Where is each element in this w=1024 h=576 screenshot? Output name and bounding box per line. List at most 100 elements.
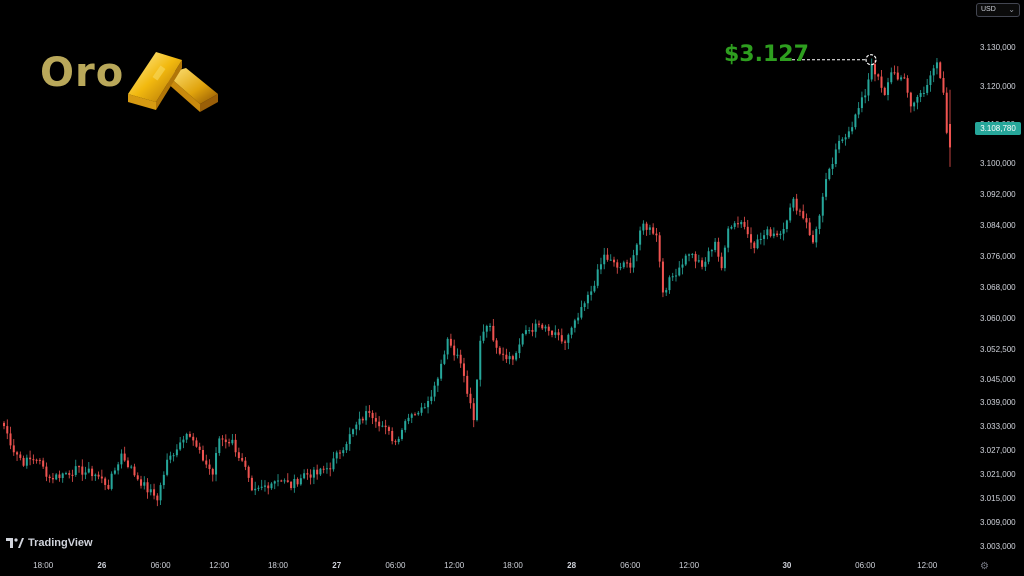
candle — [707, 251, 710, 262]
candle — [932, 68, 935, 76]
y-tick-label: 3.120,000 — [980, 82, 1016, 91]
price-axis[interactable]: 3.130,0003.120,0003.110,0003.100,0003.09… — [980, 43, 1016, 551]
candle — [531, 330, 534, 332]
candle — [100, 476, 103, 479]
y-tick-label: 3.045,000 — [980, 375, 1016, 384]
candle — [877, 74, 880, 77]
y-tick-label: 3.039,000 — [980, 398, 1016, 407]
candle — [691, 253, 694, 255]
candle — [753, 242, 756, 249]
candle — [22, 457, 25, 466]
time-axis[interactable]: 18:00 26 06:00 12:00 18:00 27 06:00 12:00 18:00 2… — [33, 561, 938, 570]
candle — [515, 353, 518, 360]
candle — [378, 421, 381, 427]
candle — [776, 233, 779, 236]
candle — [466, 375, 469, 394]
candle — [785, 220, 788, 229]
candle — [237, 452, 240, 459]
candle — [162, 474, 165, 486]
candle — [296, 478, 299, 485]
candle — [440, 363, 443, 379]
candle — [61, 473, 64, 479]
candle — [674, 275, 677, 277]
candle — [84, 472, 87, 475]
candle — [645, 223, 648, 230]
candle — [821, 196, 824, 216]
candle — [283, 480, 286, 482]
candle — [250, 477, 253, 491]
candle — [146, 482, 149, 493]
x-tick-label: 18:00 — [33, 561, 54, 570]
candle — [51, 478, 54, 480]
x-tick-label: 06:00 — [385, 561, 406, 570]
candle — [87, 468, 90, 473]
candle — [919, 93, 922, 97]
candle — [394, 441, 397, 443]
candle — [792, 198, 795, 208]
candle — [153, 489, 156, 496]
candle — [479, 340, 482, 380]
candle — [511, 356, 514, 360]
candle — [182, 439, 185, 443]
settings-icon[interactable]: ⚙ — [980, 561, 989, 572]
candle — [407, 417, 410, 422]
tradingview-logo[interactable]: TradingView — [6, 537, 93, 549]
currency-selector[interactable]: USD ⌄ — [976, 3, 1020, 17]
candle — [736, 223, 739, 225]
candle — [811, 235, 815, 243]
candle — [64, 473, 67, 475]
candle — [805, 218, 808, 223]
candle — [446, 338, 449, 355]
candle — [580, 307, 583, 318]
candle — [342, 450, 345, 454]
candle — [759, 238, 762, 240]
candle — [622, 262, 625, 268]
candle — [81, 466, 84, 475]
candle — [590, 291, 593, 295]
candle — [678, 267, 681, 276]
candle — [139, 479, 143, 486]
candle — [338, 452, 342, 454]
candle — [312, 469, 315, 478]
candle — [290, 481, 293, 489]
candle — [825, 179, 828, 197]
candle — [701, 260, 704, 267]
candle — [616, 262, 619, 268]
candle — [74, 466, 77, 475]
y-tick-label: 3.003,000 — [980, 542, 1016, 551]
candle — [361, 418, 364, 421]
candle — [599, 264, 602, 270]
candle — [387, 427, 390, 431]
y-tick-label: 3.068,000 — [980, 283, 1016, 292]
candle — [942, 77, 945, 93]
candle — [815, 228, 818, 243]
candle — [740, 221, 743, 225]
y-tick-label: 3.052,500 — [980, 345, 1016, 354]
x-tick-label: 26 — [97, 561, 106, 570]
candle — [583, 303, 586, 308]
candle — [208, 464, 211, 470]
candle — [534, 323, 537, 332]
candle — [6, 426, 9, 434]
x-tick-label: 06:00 — [855, 561, 876, 570]
candle — [352, 429, 355, 435]
candle — [120, 453, 123, 465]
y-tick-label: 3.130,000 — [980, 43, 1016, 52]
candle — [244, 460, 247, 467]
y-tick-label: 3.084,000 — [980, 221, 1016, 230]
candle — [626, 262, 629, 264]
candle — [528, 330, 531, 332]
candle — [443, 354, 446, 364]
candle — [19, 454, 22, 458]
candle — [557, 332, 560, 336]
candle — [117, 464, 120, 471]
candle — [414, 414, 417, 416]
candle — [110, 473, 113, 489]
candle — [459, 354, 462, 364]
candle — [218, 438, 221, 454]
candle — [658, 235, 661, 262]
candle — [404, 421, 407, 430]
x-tick-label: 28 — [567, 561, 576, 570]
candle — [260, 486, 263, 488]
